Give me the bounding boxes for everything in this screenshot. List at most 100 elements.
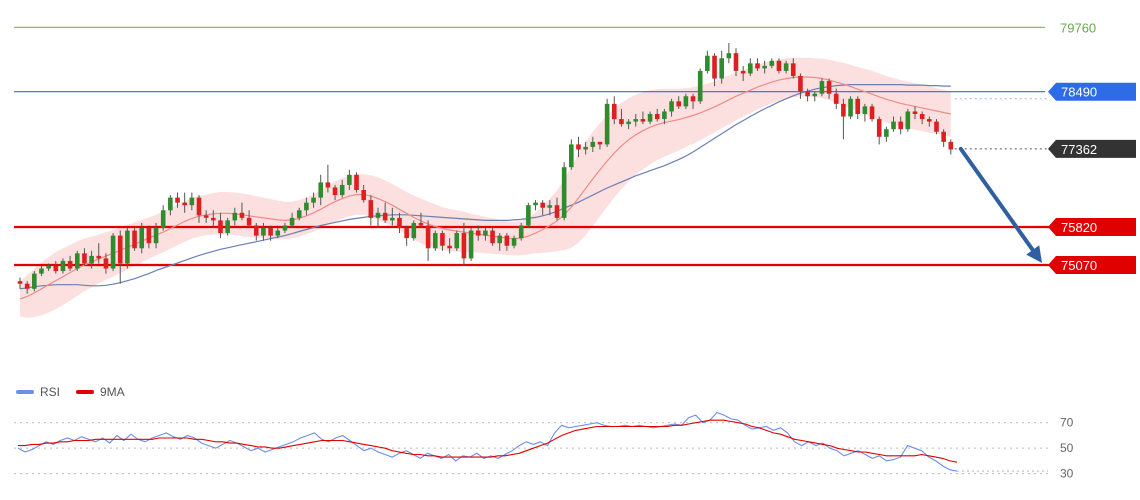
candle xyxy=(218,212,223,239)
candle-body xyxy=(633,119,639,122)
candle-body xyxy=(354,174,359,190)
candle-body xyxy=(740,70,746,74)
legend-swatch-rsi xyxy=(16,390,34,394)
candle xyxy=(146,225,152,249)
candle-body xyxy=(404,228,409,239)
rsi-series-9ma xyxy=(18,419,958,463)
candle xyxy=(941,129,946,147)
candle-body xyxy=(203,215,209,218)
candle xyxy=(196,195,202,223)
candle-body xyxy=(225,220,230,234)
candle-body xyxy=(275,230,281,236)
candle-body xyxy=(927,119,932,122)
candle-body xyxy=(898,121,903,130)
candle-body xyxy=(475,230,481,236)
candle xyxy=(332,184,338,201)
candle-body xyxy=(24,283,30,289)
candle xyxy=(411,220,417,241)
candle xyxy=(776,58,782,74)
candle xyxy=(60,258,66,274)
candle-body xyxy=(232,212,238,221)
candle xyxy=(232,207,238,226)
candle xyxy=(583,141,588,155)
rsi-axis: 70 50 30 xyxy=(1060,416,1074,481)
candle-body xyxy=(790,63,796,76)
legend-label-rsi: RSI xyxy=(40,385,60,399)
candle-body xyxy=(454,233,460,249)
candle-body xyxy=(325,182,331,188)
candle xyxy=(253,222,259,241)
candle-body xyxy=(17,281,23,284)
candle-body xyxy=(218,220,223,234)
candle xyxy=(833,88,839,109)
candle xyxy=(74,250,80,272)
candle xyxy=(354,172,359,193)
current-price-label: 77362 xyxy=(1061,142,1097,157)
candle-body xyxy=(819,81,825,94)
candle xyxy=(189,192,195,211)
candle xyxy=(39,266,44,277)
candle-body xyxy=(282,225,288,231)
candle xyxy=(304,197,309,216)
rsi-tick-70: 70 xyxy=(1060,416,1074,430)
candle xyxy=(103,253,109,274)
candle-body xyxy=(540,202,545,208)
candle xyxy=(490,228,495,246)
candle-body xyxy=(547,205,553,208)
candle-body xyxy=(103,258,109,269)
candle xyxy=(748,58,753,76)
candle-body xyxy=(755,63,760,69)
candle xyxy=(948,139,954,155)
candle-body xyxy=(561,167,567,218)
candlesticks xyxy=(17,43,954,294)
rsi-lines xyxy=(17,411,1048,472)
candle-body xyxy=(168,197,173,211)
candle-body xyxy=(905,111,911,130)
candle xyxy=(511,235,517,249)
candle-body xyxy=(347,174,352,185)
candle-body xyxy=(361,190,366,201)
candle-body xyxy=(311,197,316,203)
candle-body xyxy=(647,114,653,122)
candle-body xyxy=(891,121,896,130)
candle-body xyxy=(483,230,488,236)
candle-body xyxy=(597,141,603,145)
candle-body xyxy=(511,238,517,246)
candle xyxy=(633,114,639,127)
candle-body xyxy=(139,228,145,249)
candle xyxy=(590,136,596,152)
candle xyxy=(547,200,553,216)
candle xyxy=(311,192,316,208)
candle-body xyxy=(783,63,789,71)
candle xyxy=(518,222,524,241)
candle-body xyxy=(332,187,338,196)
legend-swatch-9ma xyxy=(76,390,94,394)
candle xyxy=(375,207,381,228)
candle xyxy=(275,225,281,239)
candle-body xyxy=(576,144,581,150)
arrow-head xyxy=(1026,245,1042,263)
candle xyxy=(719,50,724,84)
candle xyxy=(246,210,252,228)
candle xyxy=(798,73,803,99)
candle-body xyxy=(196,197,202,216)
candle xyxy=(604,98,610,147)
candle xyxy=(876,116,882,145)
candle xyxy=(211,210,216,228)
legend-label-9ma: 9MA xyxy=(100,385,125,399)
candle-body xyxy=(246,217,252,226)
candle xyxy=(848,96,853,120)
candle-body xyxy=(32,273,37,289)
candle xyxy=(82,248,87,266)
candle-body xyxy=(368,200,374,218)
candle xyxy=(182,192,187,213)
candle xyxy=(690,93,696,109)
candle-body xyxy=(160,210,166,228)
candle xyxy=(89,250,94,269)
candle xyxy=(884,126,889,142)
candle-body xyxy=(497,235,503,244)
candle-body xyxy=(96,255,102,259)
candle-body xyxy=(261,228,266,236)
candle xyxy=(132,228,137,251)
